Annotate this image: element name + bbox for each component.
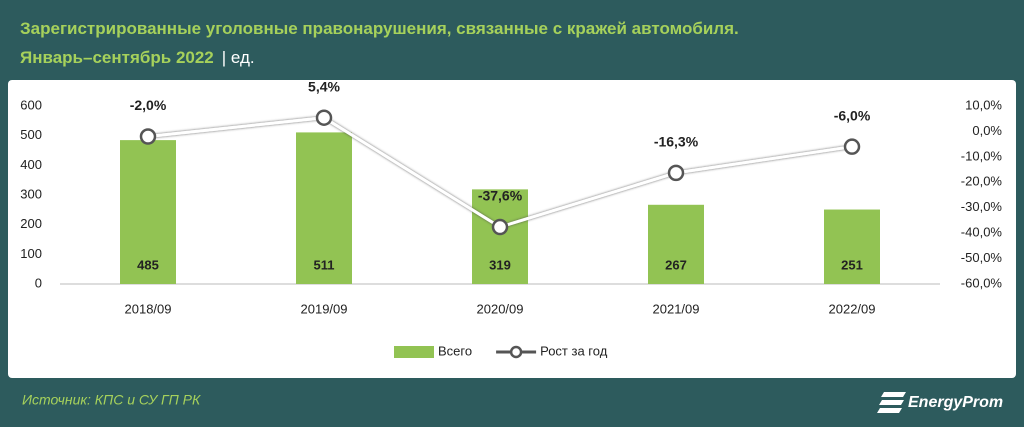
line-marker	[843, 138, 861, 155]
y2-tick-label: 10,0%	[965, 97, 1002, 112]
y2-tick-label: -10,0%	[961, 148, 1003, 163]
source: Источник: КПС и СУ ГП РК	[22, 392, 201, 408]
y-tick-label: 400	[20, 157, 42, 172]
bar-value-label: 511	[314, 257, 335, 272]
y-tick-label: 500	[20, 127, 42, 142]
line-value-label: -6,0%	[834, 107, 871, 123]
chart-title: Зарегистрированные уголовные правонаруше…	[20, 19, 739, 38]
legend-marker	[509, 345, 523, 359]
line-value-label: 5,4%	[308, 78, 340, 94]
y2-tick-label: -50,0%	[961, 250, 1003, 265]
bar-value-label: 319	[489, 257, 511, 272]
y2-tick-label: -30,0%	[961, 199, 1003, 214]
line-marker	[139, 128, 157, 145]
bar-value-label: 485	[137, 257, 159, 272]
line-marker	[491, 218, 509, 236]
line-value-label: -37,6%	[478, 188, 523, 204]
line-value-label: -2,0%	[130, 97, 167, 113]
y-tick-label: 100	[20, 246, 42, 261]
line-marker	[667, 164, 685, 182]
bar	[648, 204, 704, 284]
y2-tick-label: -20,0%	[961, 174, 1003, 189]
chart-subtitle: Январь–сентябрь 2022	[20, 48, 214, 67]
bar-value-label: 251	[841, 257, 863, 272]
logo-icon	[877, 392, 906, 413]
bar	[472, 189, 528, 284]
x-tick-label: 2018/09	[125, 301, 172, 316]
bar-value-label: 267	[665, 257, 687, 272]
line-marker	[315, 109, 333, 126]
bar	[120, 140, 176, 284]
x-tick-label: 2019/09	[301, 301, 348, 316]
logo: EnergyProm	[877, 392, 1003, 413]
x-tick-label: 2022/09	[829, 301, 876, 316]
y2-tick-label: 0,0%	[972, 123, 1002, 138]
y2-tick-label: -40,0%	[961, 225, 1003, 240]
y-tick-label: 300	[20, 186, 42, 201]
line-value-label: -16,3%	[654, 134, 699, 150]
y2-tick-label: -60,0%	[961, 275, 1003, 290]
brand: EnergyProm	[908, 394, 1003, 411]
bar	[824, 209, 880, 284]
y-tick-label: 0	[35, 275, 42, 290]
x-tick-label: 2021/09	[653, 301, 700, 316]
legend-label: Рост за год	[540, 343, 608, 358]
legend-swatch	[394, 346, 434, 358]
bar	[296, 132, 352, 284]
y-tick-label: 200	[20, 216, 42, 231]
x-tick-label: 2020/09	[477, 301, 524, 316]
legend-label: Всего	[438, 343, 472, 358]
y-tick-label: 600	[20, 97, 42, 112]
unit: | ед.	[222, 48, 255, 67]
